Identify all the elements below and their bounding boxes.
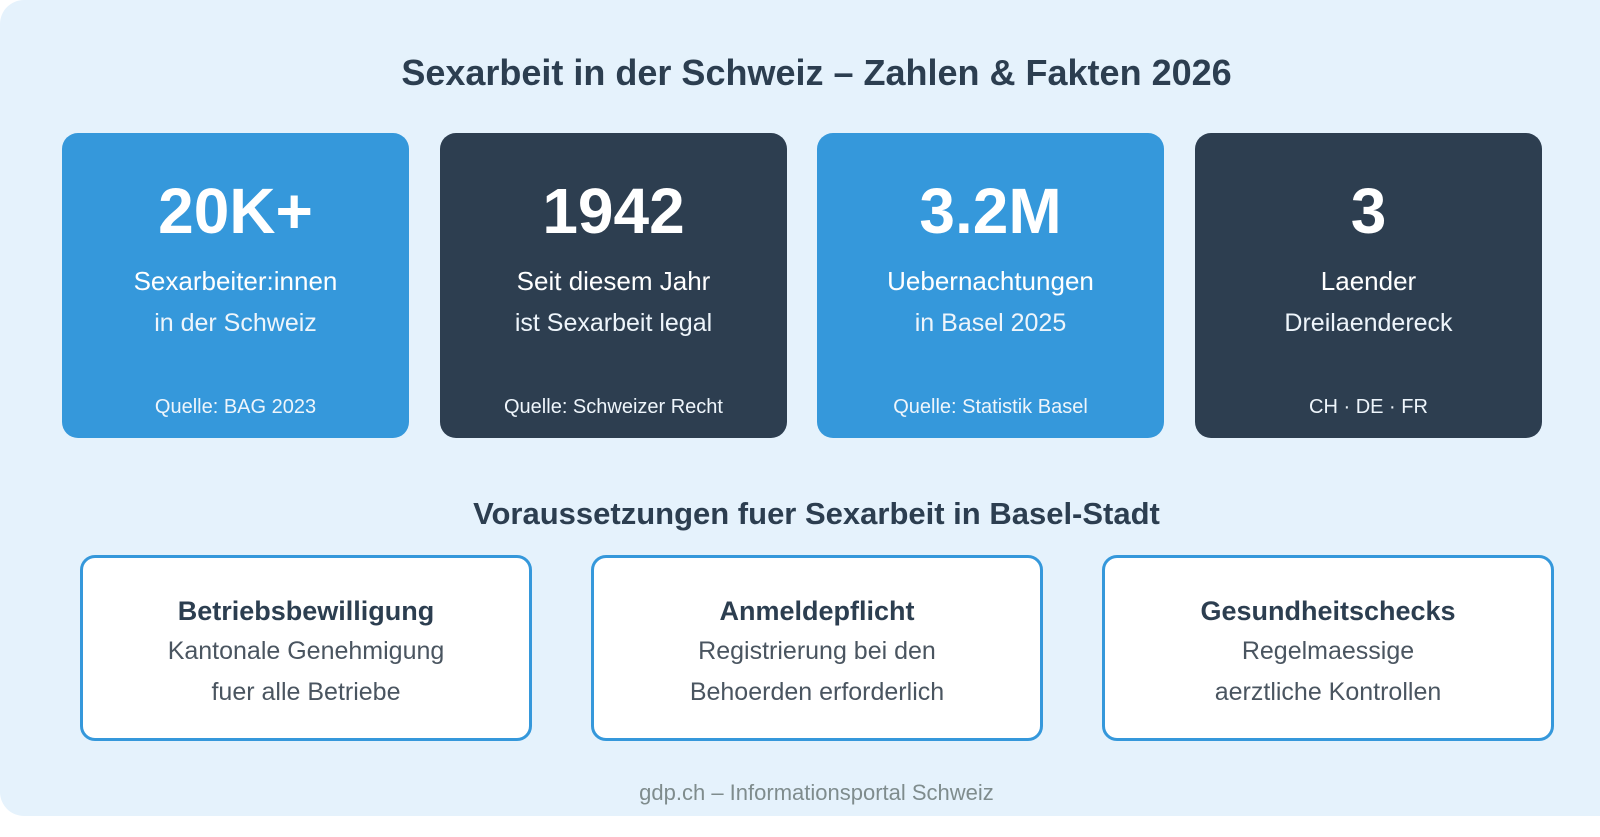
- requirement-heading: Betriebsbewilligung: [177, 596, 435, 626]
- stat-label: Uebernachtungen: [887, 266, 1094, 296]
- stat-label: Laender: [1320, 266, 1417, 296]
- stat-source: Quelle: Schweizer Recht: [504, 396, 723, 418]
- stat-value: 20K+: [158, 175, 313, 247]
- requirement-text: Registrierung bei den: [698, 637, 936, 665]
- stat-sublabel: in Basel 2025: [914, 309, 1067, 337]
- stat-sublabel: Dreilaendereck: [1284, 309, 1453, 337]
- requirement-text: Kantonale Genehmigung: [167, 637, 445, 665]
- infographic-panel: Sexarbeit in der Schweiz – Zahlen & Fakt…: [0, 0, 1600, 816]
- requirement-text: fuer alle Betriebe: [211, 678, 401, 706]
- requirement-heading: Anmeldepflicht: [719, 596, 915, 626]
- requirement-card-license: Betriebsbewilligung Kantonale Genehmigun…: [80, 555, 532, 741]
- requirement-heading: Gesundheitschecks: [1200, 596, 1456, 626]
- stat-value: 3.2M: [919, 175, 1062, 247]
- page-title: Sexarbeit in der Schweiz – Zahlen & Fakt…: [401, 52, 1232, 93]
- requirement-card-health: Gesundheitschecks Regelmaessige aerztlic…: [1102, 555, 1554, 741]
- stat-label: Sexarbeiter:innen: [133, 266, 338, 296]
- stat-value: 3: [1350, 175, 1387, 247]
- stat-card-countries: 3 Laender Dreilaendereck CH · DE · FR: [1195, 133, 1542, 438]
- requirements-title: Voraussetzungen fuer Sexarbeit in Basel-…: [473, 496, 1160, 531]
- stat-card-overnights: 3.2M Uebernachtungen in Basel 2025 Quell…: [817, 133, 1164, 438]
- stat-label: Seit diesem Jahr: [516, 266, 711, 296]
- requirement-text: aerztliche Kontrollen: [1214, 678, 1442, 706]
- stat-source: CH · DE · FR: [1309, 396, 1428, 418]
- stat-source: Quelle: BAG 2023: [154, 396, 317, 418]
- stat-value: 1942: [542, 175, 685, 247]
- requirement-card-registration: Anmeldepflicht Registrierung bei den Beh…: [591, 555, 1043, 741]
- stat-source: Quelle: Statistik Basel: [893, 396, 1088, 418]
- footer-credit: gdp.ch – Informationsportal Schweiz: [639, 780, 994, 805]
- requirement-text: Behoerden erforderlich: [689, 678, 945, 706]
- stat-card-workers: 20K+ Sexarbeiter:innen in der Schweiz Qu…: [62, 133, 409, 438]
- stat-card-year: 1942 Seit diesem Jahr ist Sexarbeit lega…: [440, 133, 787, 438]
- stat-sublabel: in der Schweiz: [154, 309, 317, 337]
- requirement-text: Regelmaessige: [1241, 637, 1415, 665]
- stat-sublabel: ist Sexarbeit legal: [514, 309, 713, 337]
